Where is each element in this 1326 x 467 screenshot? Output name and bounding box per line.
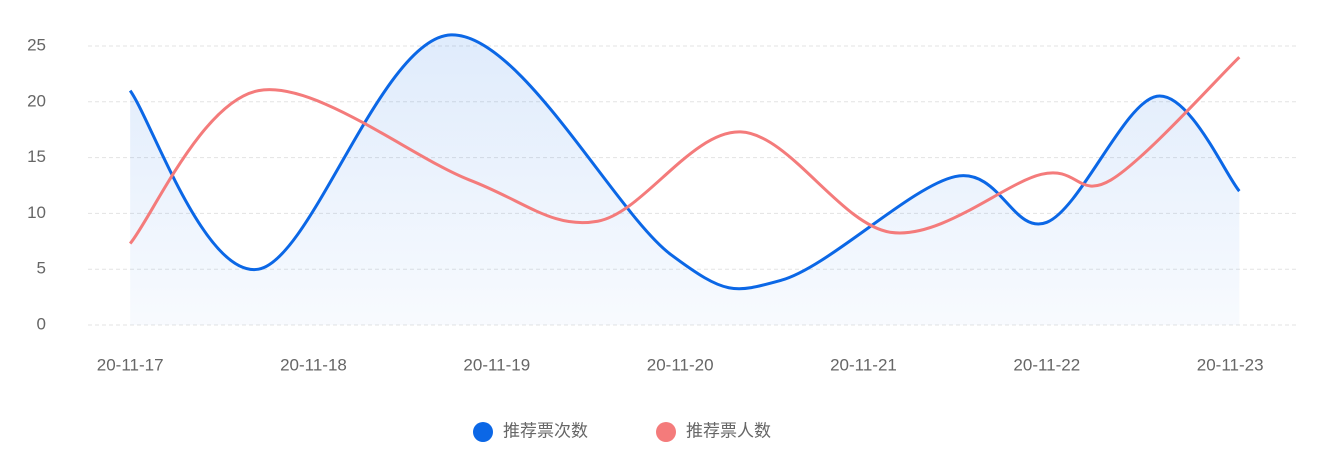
x-tick-label: 20-11-20 bbox=[647, 355, 714, 374]
y-tick-label: 25 bbox=[27, 35, 46, 54]
line bbox=[129, 56, 1241, 245]
y-tick-label: 20 bbox=[27, 91, 46, 110]
x-tick-label: 20-11-21 bbox=[830, 355, 897, 374]
area bbox=[130, 34, 1240, 326]
legend-label: 推荐票次数 bbox=[503, 421, 588, 440]
legend-label: 推荐票人数 bbox=[686, 421, 771, 440]
x-tick-label: 20-11-18 bbox=[280, 355, 347, 374]
legend-marker bbox=[656, 422, 676, 442]
y-tick-label: 5 bbox=[37, 259, 46, 278]
x-tick-label: 20-11-17 bbox=[97, 355, 164, 374]
y-tick-label: 0 bbox=[37, 314, 46, 333]
line bbox=[128, 33, 1241, 291]
x-tick-label: 20-11-22 bbox=[1013, 355, 1080, 374]
x-tick-label: 20-11-19 bbox=[463, 355, 530, 374]
y-tick-label: 15 bbox=[27, 147, 46, 166]
x-tick-label: 20-11-23 bbox=[1197, 355, 1264, 374]
y-tick-label: 10 bbox=[27, 203, 46, 222]
legend-marker bbox=[473, 422, 493, 442]
